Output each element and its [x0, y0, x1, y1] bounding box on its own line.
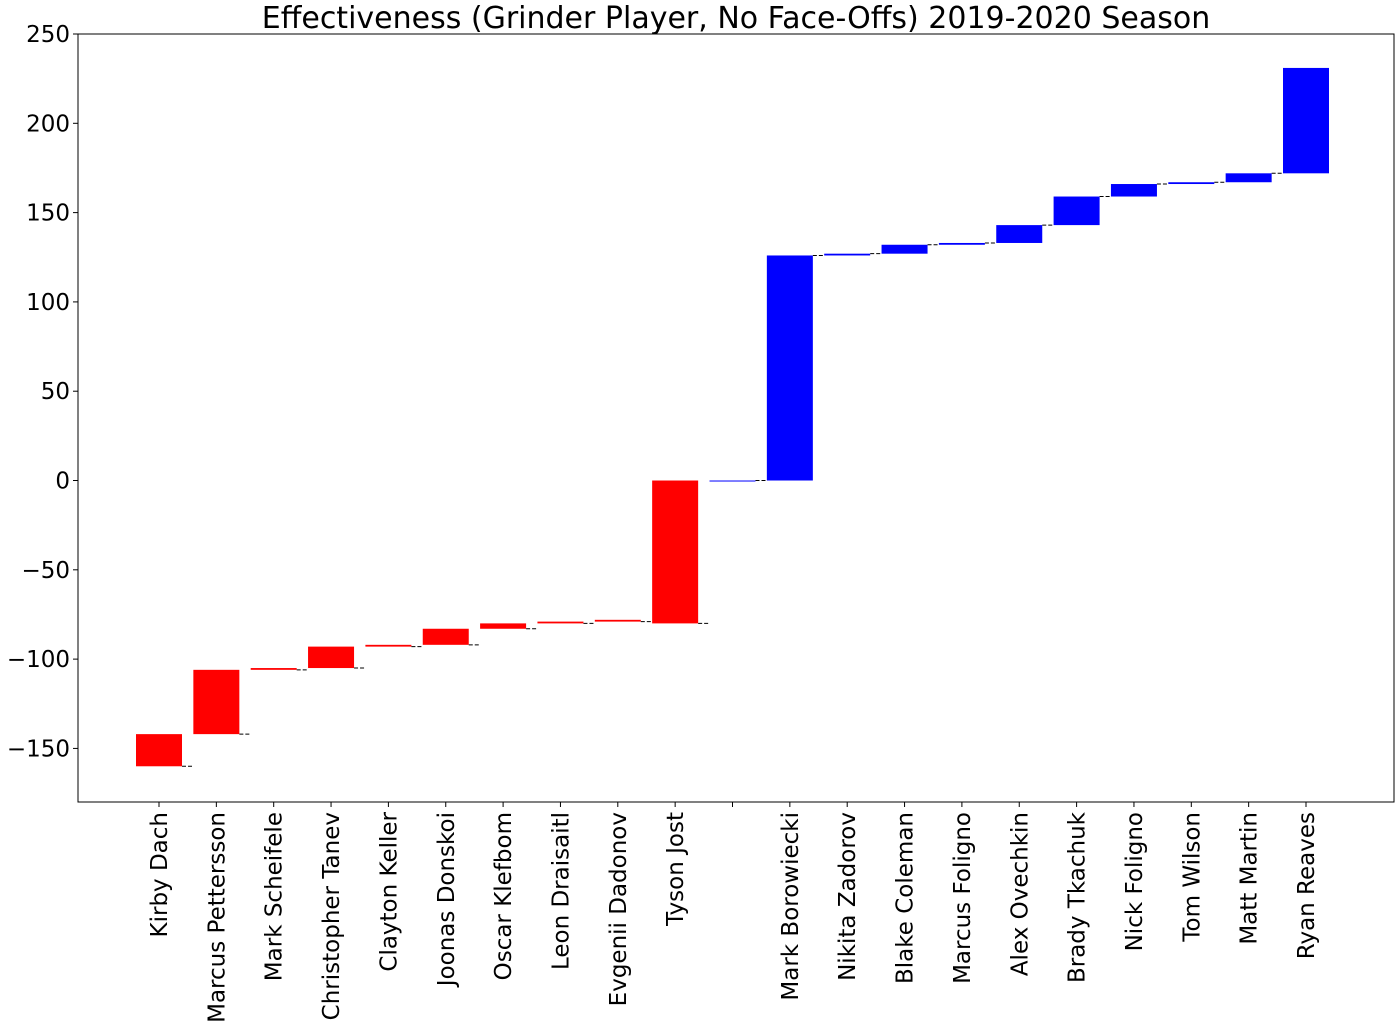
bar-16: [1053, 196, 1100, 226]
x-tick-label: Mark Scheifele: [262, 812, 288, 981]
x-tick-label: Ryan Reaves: [1294, 812, 1320, 959]
connectors-layer: [182, 172, 1283, 767]
y-tick-label: 150: [26, 201, 70, 227]
x-tick-label: Tom Wilson: [1179, 812, 1205, 943]
y-tick-label: 0: [55, 469, 70, 495]
y-tick-label: −150: [7, 736, 70, 762]
bar-10: [709, 480, 756, 482]
bar-2: [250, 668, 297, 670]
y-tick-label: 250: [26, 22, 70, 48]
bar-19: [1225, 173, 1272, 183]
x-tick-label: Blake Coleman: [893, 812, 919, 984]
x-tick-label: Tyson Jost: [663, 812, 689, 927]
x-tick-label: Joonas Donskoi: [434, 812, 460, 988]
y-tick-label: 100: [26, 290, 70, 316]
y-tick-label: −50: [21, 558, 70, 584]
x-tick-label: Christopher Tanev: [319, 812, 345, 1020]
x-tick-label: Oscar Klefbom: [491, 812, 517, 980]
bar-4: [365, 644, 412, 647]
x-tick-label: Matt Martin: [1237, 812, 1263, 945]
bar-18: [1168, 182, 1215, 185]
bar-8: [594, 619, 641, 622]
x-tick-label: Evgenii Dadonov: [606, 812, 632, 1006]
y-tick-label: 200: [26, 111, 70, 137]
x-tick-label: Nick Foligno: [1122, 812, 1148, 951]
bar-0: [136, 734, 182, 767]
y-tick-label: 50: [41, 379, 70, 405]
chart-title: Effectiveness (Grinder Player, No Face-O…: [262, 1, 1211, 36]
bar-9: [652, 480, 699, 624]
x-tick-label: Alex Ovechkin: [1007, 812, 1033, 976]
x-tick-label: Clayton Keller: [376, 811, 402, 971]
x-tick-label: Mark Borowiecki: [778, 812, 804, 1001]
plot-area-frame: [77, 33, 1395, 803]
bar-15: [996, 225, 1043, 243]
x-tick-label: Kirby Dach: [147, 812, 173, 937]
bar-1: [193, 669, 240, 735]
bar-20: [1283, 67, 1329, 174]
bar-3: [308, 646, 355, 669]
x-axis: Kirby Dach Marcus Pettersson Mark Scheifel…: [147, 802, 1320, 1023]
x-tick-label: Nikita Zadorov: [835, 812, 861, 981]
bar-12: [824, 253, 871, 256]
y-axis: −150 −100 −50 0 50 100 150 200 250: [7, 22, 78, 762]
bar-13: [881, 244, 928, 254]
y-tick-label: −100: [7, 647, 70, 673]
bar-17: [1110, 184, 1157, 197]
x-tick-label: Leon Draisaitl: [548, 812, 574, 970]
bar-11: [766, 255, 813, 481]
bar-14: [938, 242, 985, 245]
x-tick-label: Marcus Pettersson: [204, 812, 230, 1023]
bars-layer: [136, 67, 1329, 767]
bar-7: [537, 621, 584, 624]
bar-5: [422, 628, 469, 645]
x-tick-label: Brady Tkachuk: [1065, 811, 1091, 983]
x-tick-label: Marcus Foligno: [950, 812, 976, 984]
bar-6: [480, 623, 527, 629]
